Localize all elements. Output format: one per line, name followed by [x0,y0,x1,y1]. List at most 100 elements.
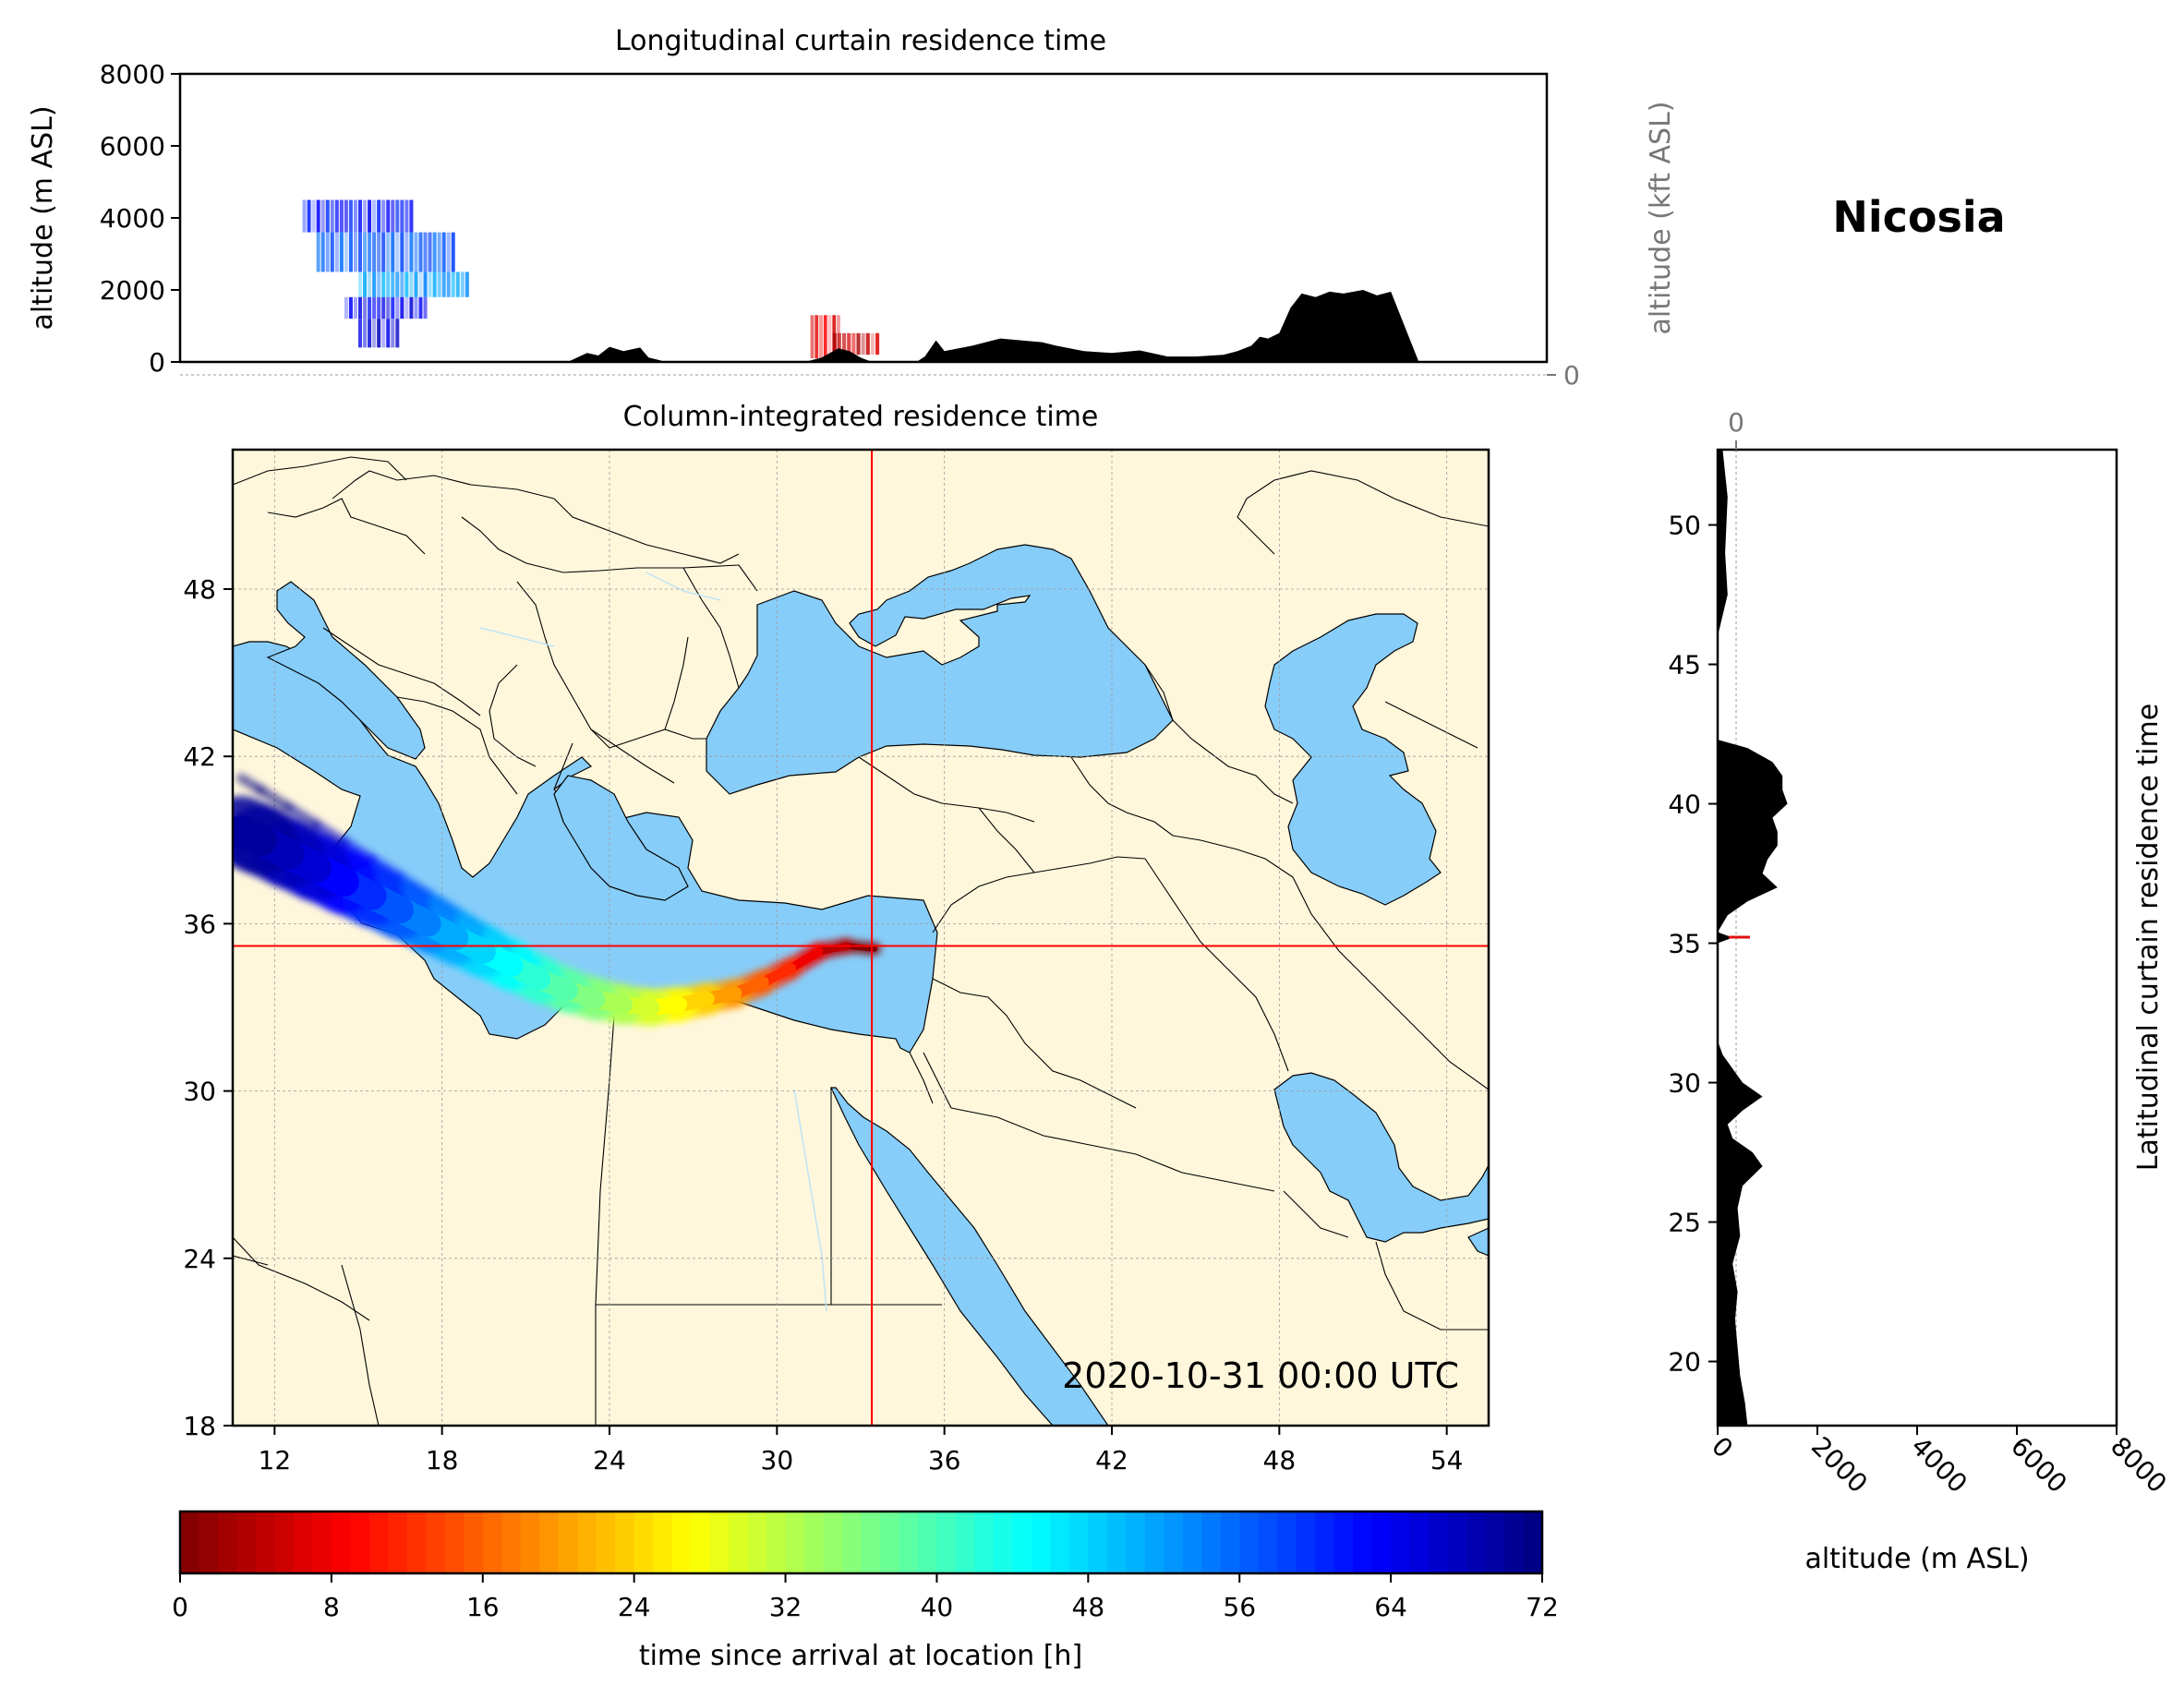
map-x-tick-label: 18 [426,1445,459,1475]
plume-cell [428,232,432,272]
latitudinal-top-ticks: 050100 [1728,407,1744,450]
colorbar-tick-label: 0 [172,1592,188,1622]
colorbar-cell [293,1511,314,1573]
plume-cell [404,199,409,233]
colorbar-cell [274,1511,295,1573]
plume-cell [348,296,353,319]
timestamp: 2020-10-31 00:00 UTC [1062,1355,1459,1396]
plume-cell [353,296,357,319]
plume-cell [423,232,428,272]
plume-cell [381,319,386,348]
plume-cell [381,296,386,319]
plume-cell [391,319,395,348]
plume-cell [395,271,400,297]
colorbar-cell [199,1511,219,1573]
latitudinal-x-tick-label: 6000 [2005,1431,2073,1499]
plume-cell [404,232,409,272]
plume-cell [316,232,320,272]
colorbar-cell [1126,1511,1146,1573]
longitudinal-right-tick-label: 0 [1563,360,1580,391]
plume-cell [814,315,819,359]
trajectory-core-segment [233,815,277,857]
plume-cell [400,232,404,272]
latitudinal-x-tick-label: 4000 [1905,1431,1973,1499]
map-y-tick-label: 36 [183,909,216,939]
colorbar-cell [633,1511,654,1573]
colorbar-cell [596,1511,616,1573]
map-frame [231,448,1490,1427]
colorbar-cells [180,1511,1543,1573]
plume-cell [358,296,363,319]
rivers [479,572,827,1312]
colorbar-cell [501,1511,522,1573]
colorbar-cell [936,1511,957,1573]
plume-cell [358,319,363,348]
latitudinal-terrain [1718,450,1788,1426]
arabian-sea [1467,1227,1489,1257]
colorbar-cell [1031,1511,1052,1573]
plume-cell [320,199,325,233]
plume-cell [391,271,395,297]
colorbar-ticks: 0 8 16 24 32 40 48 56 64 72 [172,1573,1559,1622]
plume-cell [409,296,414,319]
plume-cell [414,232,418,272]
trajectory-branch-segment [368,854,405,882]
colorbar-cell [1485,1511,1505,1573]
plume-cell [409,271,414,297]
plume-cell [339,232,344,272]
colorbar-cell [1050,1511,1070,1573]
plume-cell [395,199,400,233]
colorbar-cell [331,1511,352,1573]
colorbar-cell [747,1511,767,1573]
adriatic-sea [266,581,426,760]
plume-cell [391,199,395,233]
plume-cell [418,271,423,297]
plume-cell [465,271,469,297]
plume-cell [344,199,348,233]
colorbar-cell [1371,1511,1392,1573]
plume-cell [339,199,344,233]
longitudinal-right-ticks: 050100 [1547,360,1580,391]
colorbar-cell [1429,1511,1449,1573]
colorbar-cell [482,1511,503,1573]
colorbar-tick-label: 56 [1223,1592,1256,1622]
plume-cell [348,232,353,272]
plume-cell [823,315,827,359]
plume-cell [414,271,418,297]
colorbar-cell [1447,1511,1467,1573]
longitudinal-y-tick-label: 0 [149,347,165,378]
colorbar-tick-label: 72 [1526,1592,1559,1622]
colorbar-cell [691,1511,711,1573]
longitudinal-ylabel: altitude (m ASL) [27,105,59,330]
plume-cell [418,296,423,319]
plume-cell [400,296,404,319]
latitudinal-y-tick-label: 20 [1668,1347,1701,1378]
longitudinal-plume [302,199,880,359]
colorbar-cell [1333,1511,1354,1573]
column-map-panel: Column-integrated residence time [183,401,1490,1475]
plume-cell [446,271,451,297]
plume-cell [437,271,441,297]
colorbar-tick-label: 48 [1072,1592,1105,1622]
colorbar-tick-label: 8 [323,1592,340,1622]
colorbar-cell [444,1511,465,1573]
trajectory-branch-segment [451,906,489,933]
colorbar-cell [1201,1511,1222,1573]
longitudinal-curtain-panel: Longitudinal curtain residence time 0 200… [27,25,1677,391]
plume-cell [400,199,404,233]
colorbar-cell [539,1511,560,1573]
trajectory-branch-segment [507,940,545,968]
plume-cell [455,271,460,297]
plume-cell [372,319,377,348]
longitudinal-grid [180,374,1547,376]
longitudinal-y-tick-label: 8000 [100,59,165,90]
plume-cell [395,232,400,272]
plume-cell [832,332,837,355]
plume-cell [368,199,372,233]
black-sea [706,544,1174,795]
persian-gulf [1273,1072,1489,1243]
plume-cell [302,199,307,233]
colorbar-cell [1164,1511,1184,1573]
plume-cell [386,232,391,272]
trajectory-branch-segment [256,785,294,813]
